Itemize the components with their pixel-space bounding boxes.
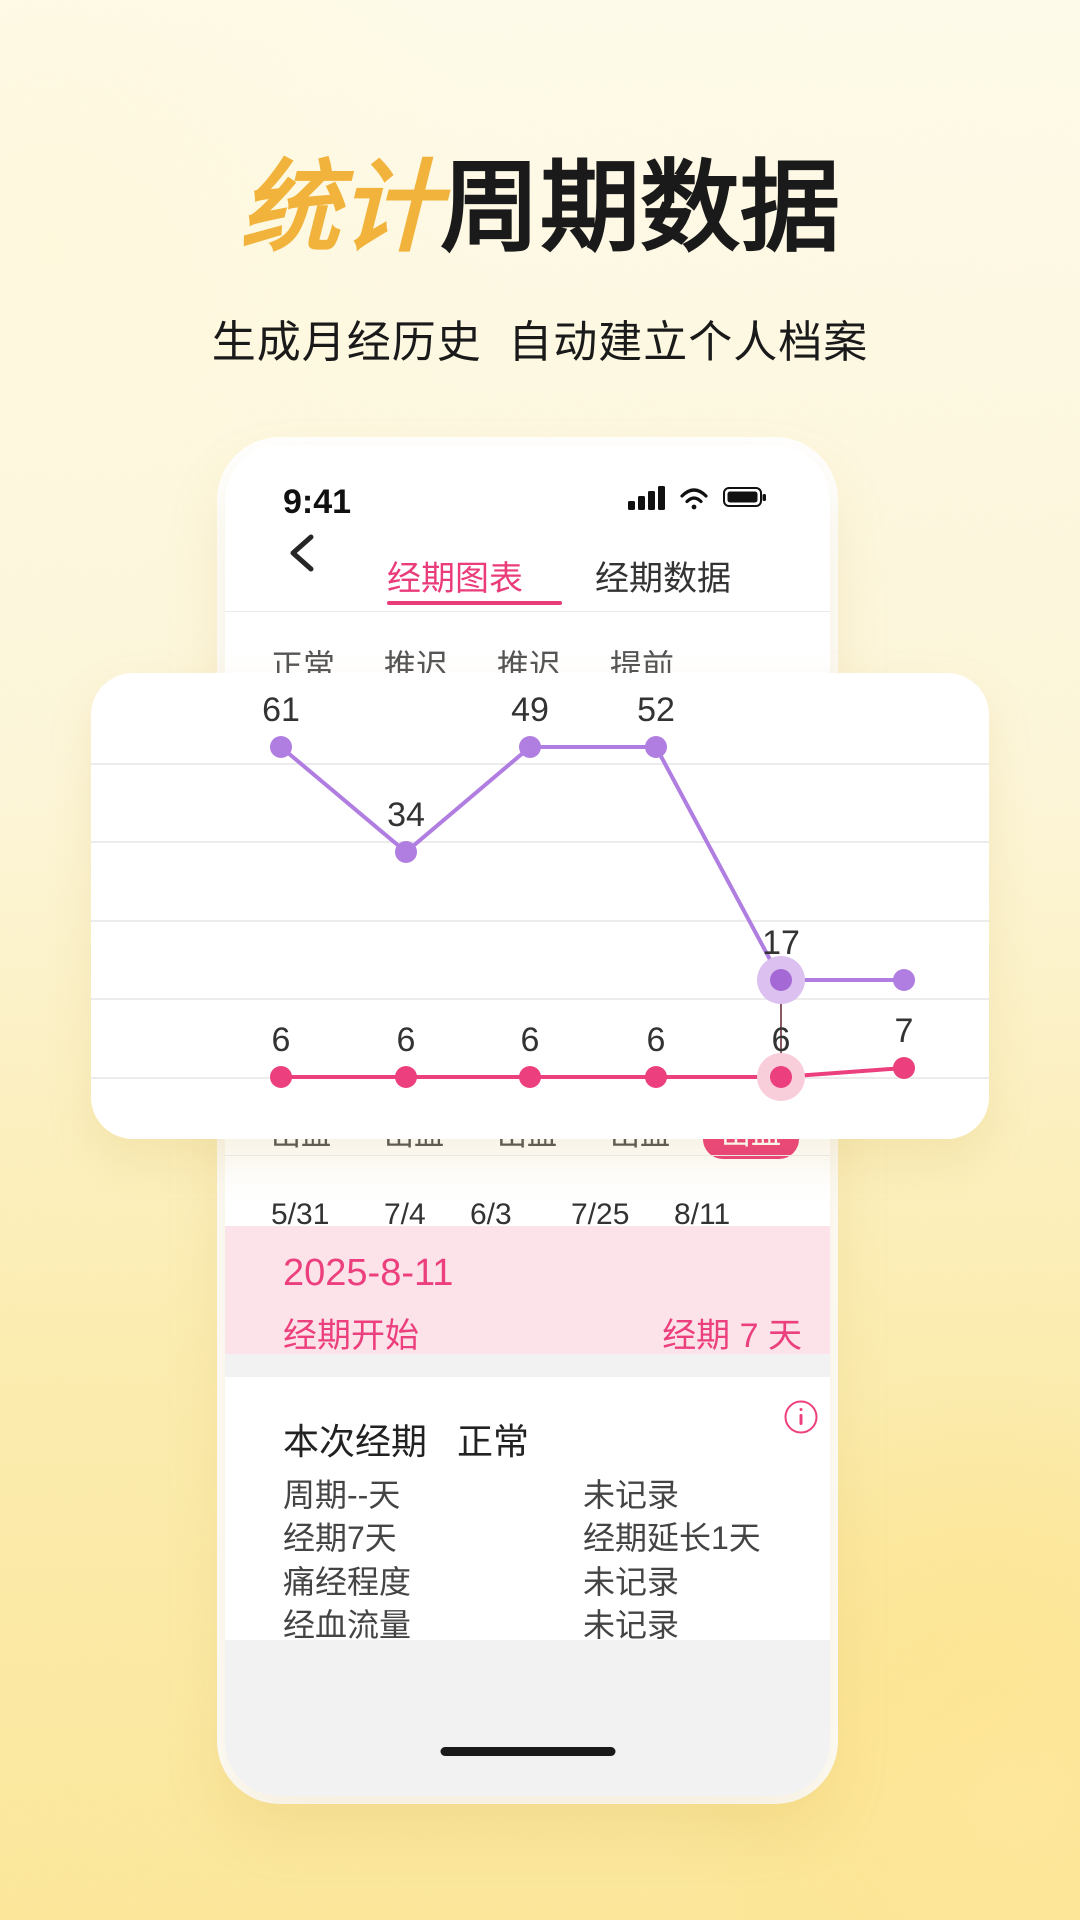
svg-text:6: 6 — [397, 1021, 416, 1059]
svg-text:61: 61 — [262, 691, 300, 729]
svg-text:6: 6 — [272, 1021, 291, 1059]
svg-text:52: 52 — [637, 691, 675, 729]
svg-text:6: 6 — [772, 1021, 791, 1059]
svg-text:6: 6 — [521, 1021, 540, 1059]
svg-text:34: 34 — [387, 796, 425, 834]
svg-text:49: 49 — [511, 691, 549, 729]
svg-text:17: 17 — [762, 924, 800, 962]
svg-text:7: 7 — [895, 1012, 914, 1050]
svg-text:6: 6 — [647, 1021, 666, 1059]
